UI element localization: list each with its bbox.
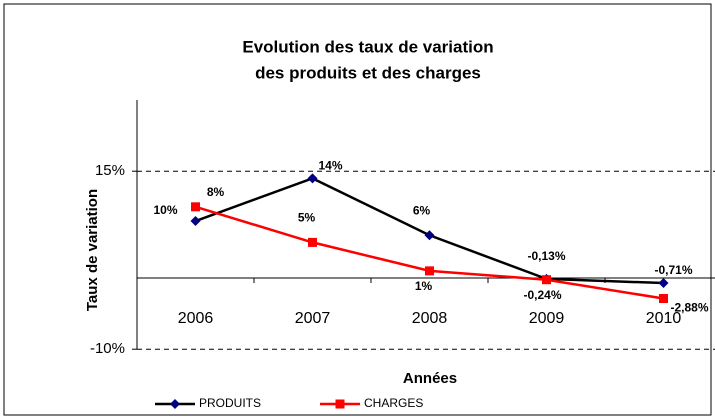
y-tick-label: 15% (95, 162, 125, 179)
data-label: 8% (207, 185, 225, 199)
point (424, 230, 435, 241)
x-tick-label: 2007 (295, 310, 331, 327)
data-label: -0,24% (523, 288, 561, 302)
point (191, 202, 200, 212)
chart-title: Evolution des taux de variation (242, 37, 493, 56)
data-label: -2,88% (670, 301, 708, 315)
chart-title: des produits et des charges (255, 63, 481, 82)
data-label: 5% (298, 211, 316, 225)
y-tick-label: -10% (90, 340, 125, 357)
chart-border (3, 3, 712, 416)
data-label: -0,13% (527, 249, 565, 263)
point (307, 173, 318, 184)
legend-label: CHARGES (364, 396, 423, 410)
point (308, 237, 317, 247)
x-tick-label: 2010 (646, 310, 682, 327)
data-label: 10% (153, 203, 177, 217)
x-tick-label: 2008 (412, 310, 448, 327)
data-label: 14% (318, 158, 342, 172)
x-tick-label: 2009 (529, 310, 565, 327)
point (425, 266, 434, 276)
x-axis-label: Années (403, 370, 457, 387)
point (659, 294, 668, 304)
legend-marker (335, 399, 345, 409)
y-axis-label: Taux de variation (84, 189, 101, 311)
data-label: 6% (413, 203, 431, 217)
legend-marker (170, 399, 180, 409)
x-tick-label: 2006 (178, 310, 214, 327)
point (658, 278, 669, 289)
data-label: 1% (415, 279, 433, 293)
point (190, 216, 201, 227)
legend-label: PRODUITS (199, 396, 261, 410)
point (542, 275, 551, 285)
data-label: -0,71% (654, 263, 692, 277)
